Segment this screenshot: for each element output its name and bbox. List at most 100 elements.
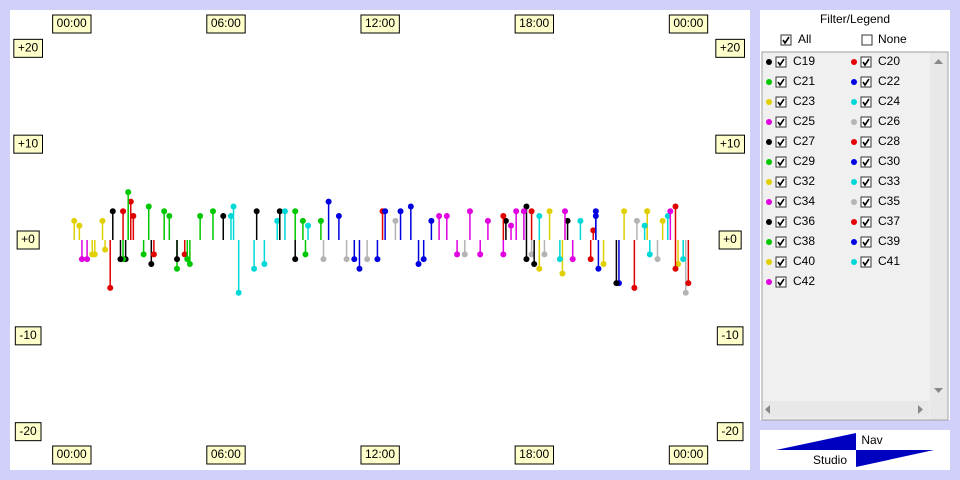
point (546, 208, 553, 240)
tick-box: -20 (716, 422, 744, 442)
tick-bg (52, 14, 92, 34)
legend-entry[interactable]: C30 (878, 154, 900, 168)
point (281, 208, 288, 240)
tick-label: -10 (19, 328, 37, 342)
checkbox[interactable] (775, 216, 787, 228)
filter-none[interactable]: None (878, 32, 907, 46)
filter-all[interactable]: All (798, 32, 811, 46)
checkbox[interactable] (860, 236, 872, 248)
checkbox[interactable] (860, 176, 872, 188)
checkbox[interactable] (860, 216, 872, 228)
checkbox[interactable] (860, 156, 872, 168)
tick-label: +20 (720, 41, 741, 55)
legend-entry[interactable]: C39 (878, 234, 900, 248)
point (672, 240, 679, 272)
point (600, 240, 607, 267)
h-scrollbar[interactable] (763, 401, 929, 418)
point (150, 240, 157, 258)
tick-box: +0 (718, 230, 742, 250)
checkbox[interactable] (860, 76, 872, 88)
legend-swatch (766, 259, 772, 265)
dot (592, 208, 599, 215)
legend-entry[interactable]: C38 (793, 234, 815, 248)
legend-entry[interactable]: C36 (793, 214, 815, 228)
point (117, 240, 124, 263)
checkbox[interactable] (775, 116, 787, 128)
legend-entry[interactable]: C41 (878, 254, 900, 268)
checkbox[interactable] (775, 176, 787, 188)
dot (513, 208, 520, 215)
tick-label: 00:00 (57, 447, 87, 461)
scroll-left[interactable] (765, 405, 770, 414)
checkbox[interactable] (775, 156, 787, 168)
scrollbar[interactable] (930, 53, 947, 419)
tick-label: -20 (721, 424, 739, 438)
legend-entry[interactable]: C37 (878, 214, 900, 228)
scroll-right[interactable] (918, 405, 923, 414)
tick-label: 00:00 (57, 16, 87, 30)
legend-entry[interactable]: C23 (793, 94, 815, 108)
legend-entry[interactable]: C27 (793, 134, 815, 148)
legend-swatch (766, 79, 772, 85)
checkbox[interactable] (780, 34, 792, 46)
dot (84, 256, 91, 263)
legend-entry[interactable]: C19 (793, 54, 815, 68)
checkbox[interactable] (775, 96, 787, 108)
scroll-down[interactable] (934, 388, 943, 393)
legend-entry[interactable]: C34 (793, 194, 815, 208)
dot (682, 289, 689, 296)
legend-entry[interactable]: C42 (793, 274, 815, 288)
tick-box: 18:00 (514, 445, 555, 465)
checkbox[interactable] (775, 56, 787, 68)
point (477, 240, 484, 258)
checkbox[interactable] (860, 116, 872, 128)
checkbox[interactable] (860, 196, 872, 208)
dot (559, 270, 566, 277)
checkbox[interactable] (860, 256, 872, 268)
checkbox[interactable] (775, 136, 787, 148)
dot (500, 251, 507, 258)
dot (78, 256, 85, 263)
checkbox[interactable] (775, 196, 787, 208)
point (513, 208, 520, 240)
checkbox[interactable] (860, 136, 872, 148)
legend-swatch (766, 119, 772, 125)
checkbox[interactable] (775, 76, 787, 88)
dot (556, 256, 563, 263)
nav-label[interactable]: Nav (861, 433, 882, 447)
legend-entry[interactable]: C29 (793, 154, 815, 168)
legend-entry[interactable]: C33 (878, 174, 900, 188)
check (862, 258, 870, 267)
legend-entry[interactable]: C24 (878, 94, 900, 108)
checkbox[interactable] (860, 96, 872, 108)
dot (641, 222, 648, 229)
nav-button[interactable]: Nav Studio (760, 430, 950, 470)
legend-entry[interactable]: C40 (793, 254, 815, 268)
checkbox[interactable] (860, 56, 872, 68)
checkbox[interactable] (775, 236, 787, 248)
legend-entry[interactable]: C26 (878, 114, 900, 128)
point (502, 217, 509, 240)
tick-box: -20 (14, 422, 42, 442)
checkbox[interactable] (775, 256, 787, 268)
dot (528, 208, 535, 215)
dot (443, 213, 450, 220)
point (292, 240, 299, 263)
legend-entry[interactable]: C32 (793, 174, 815, 188)
legend-entry[interactable]: C21 (793, 74, 815, 88)
dot (99, 217, 106, 224)
dot (392, 217, 399, 224)
checkbox[interactable] (861, 34, 873, 46)
point (364, 240, 371, 263)
legend-swatch (851, 219, 857, 225)
legend-entry[interactable]: C28 (878, 134, 900, 148)
legend-entry[interactable]: C25 (793, 114, 815, 128)
checkbox[interactable] (775, 276, 787, 288)
legend-entry[interactable]: C35 (878, 194, 900, 208)
scroll-up[interactable] (934, 59, 943, 64)
check (862, 118, 870, 127)
legend-entry[interactable]: C20 (878, 54, 900, 68)
point (397, 208, 404, 240)
legend-entry[interactable]: C22 (878, 74, 900, 88)
nav-label[interactable]: Studio (813, 453, 847, 467)
